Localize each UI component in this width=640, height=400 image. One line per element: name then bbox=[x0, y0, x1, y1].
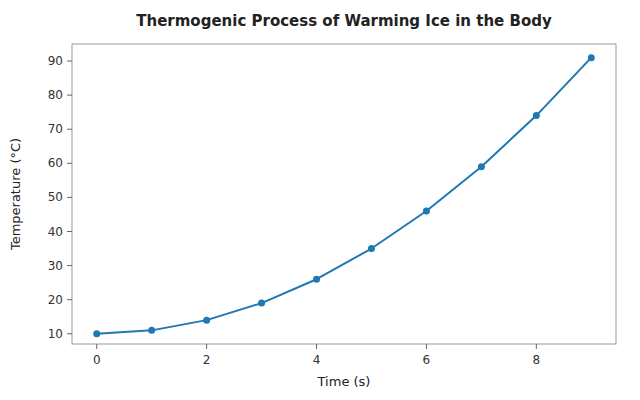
x-axis-label: Time (s) bbox=[317, 374, 371, 389]
y-axis: 10 20 30 40 50 60 70 80 90 bbox=[48, 54, 72, 341]
x-tick bbox=[536, 344, 537, 349]
x-tick-label: 4 bbox=[313, 353, 321, 367]
y-tick-label: 60 bbox=[48, 156, 63, 170]
chart-container: 0 2 4 6 8 10 20 30 40 50 60 70 80 90 Thermogenic Proce… bbox=[0, 0, 640, 400]
x-tick bbox=[316, 344, 317, 349]
point bbox=[258, 300, 265, 307]
y-tick-label: 20 bbox=[48, 293, 63, 307]
point bbox=[93, 330, 100, 337]
point bbox=[148, 327, 155, 334]
x-tick bbox=[426, 344, 427, 349]
x-axis: 0 2 4 6 8 bbox=[93, 344, 540, 367]
y-tick-label: 90 bbox=[48, 54, 63, 68]
point bbox=[588, 54, 595, 61]
x-tick-label: 6 bbox=[423, 353, 431, 367]
y-tick-label: 70 bbox=[48, 122, 63, 136]
y-tick bbox=[67, 163, 72, 164]
y-tick bbox=[67, 129, 72, 130]
x-tick bbox=[96, 344, 97, 349]
line bbox=[97, 58, 592, 334]
point bbox=[533, 112, 540, 119]
y-tick-label: 80 bbox=[48, 88, 63, 102]
y-tick-label: 50 bbox=[48, 190, 63, 204]
y-tick-label: 30 bbox=[48, 259, 63, 273]
title: Thermogenic Process of Warming Ice in th… bbox=[136, 12, 552, 30]
point bbox=[423, 208, 430, 215]
y-tick bbox=[67, 265, 72, 266]
point bbox=[203, 317, 210, 324]
point bbox=[368, 245, 375, 252]
y-tick-label: 40 bbox=[48, 225, 63, 239]
y-tick bbox=[67, 95, 72, 96]
plot-frame bbox=[72, 44, 616, 344]
y-tick bbox=[67, 231, 72, 232]
y-tick bbox=[67, 197, 72, 198]
x-tick bbox=[206, 344, 207, 349]
point bbox=[313, 276, 320, 283]
y-axis-label: Temperature (°C) bbox=[8, 138, 23, 251]
y-tick bbox=[67, 333, 72, 334]
x-tick-label: 0 bbox=[93, 353, 101, 367]
y-tick-label: 10 bbox=[48, 327, 63, 341]
chart: 0 2 4 6 8 10 20 30 40 50 60 70 80 90 Thermogenic Proce… bbox=[0, 0, 640, 400]
data-layer bbox=[93, 54, 595, 337]
x-tick-label: 8 bbox=[533, 353, 541, 367]
point bbox=[478, 163, 485, 170]
y-tick bbox=[67, 61, 72, 62]
x-tick-label: 2 bbox=[203, 353, 211, 367]
y-tick bbox=[67, 299, 72, 300]
